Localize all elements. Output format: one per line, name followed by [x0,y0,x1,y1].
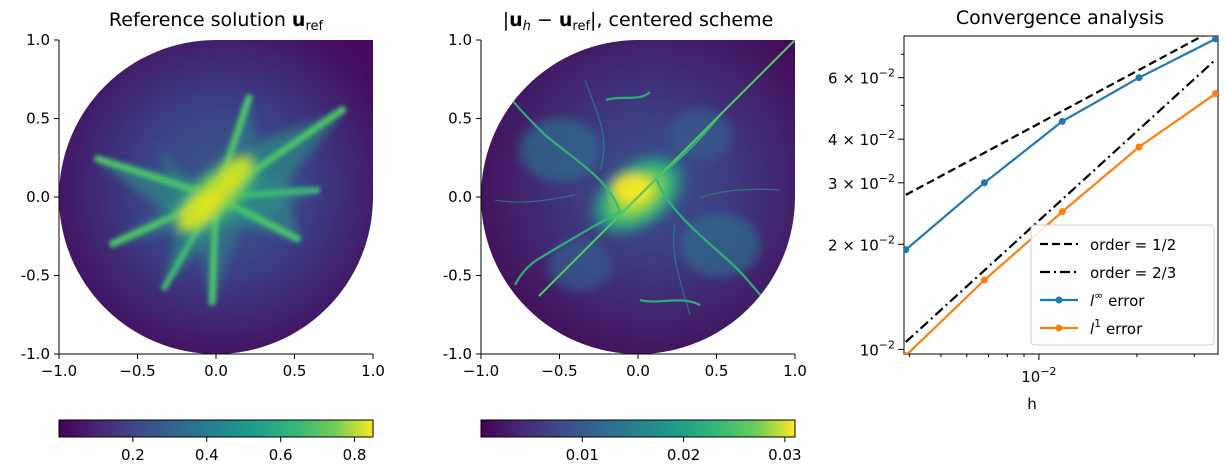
y-tick-label: 1.0 [448,31,472,49]
colorbar-panel1 [58,419,374,438]
colorbar-ticks-panel1: 0.2 0.4 0.6 0.8 [121,437,367,464]
chart-title-panel3: Convergence analysis [956,7,1164,29]
colorbar-tick-label: 0.6 [269,446,293,464]
y-tick-label: 2 × 10−2 [828,233,895,254]
x-tick-label: 10−2 [1021,365,1056,386]
series-point-2 [1212,36,1218,43]
y-tick-label: 3 × 10−2 [828,172,895,193]
x-tick-label: −1.0 [41,362,77,380]
y-tick-label: -0.5 [21,267,50,285]
heatmap-reference-solution [59,40,373,354]
chart-title-panel2: |uh − uref|, centered scheme [503,9,774,34]
series-line-0 [905,36,1205,196]
y-ticks-panel1: 1.0 0.5 0.0 -0.5 -1.0 [21,31,59,363]
legend-label: order = 1/2 [1090,236,1176,254]
series-line-1 [905,60,1215,343]
series-point-2 [904,246,910,254]
colorbar-tick-label: 0.4 [195,446,219,464]
legend-label: order = 2/3 [1090,264,1176,282]
heatmap-error-centered [481,40,795,354]
y-tick-label: 1.0 [26,31,50,49]
x-tick-label: 0.5 [283,362,307,380]
series-point-3 [1058,208,1066,216]
y-tick-label: 0.0 [448,188,472,206]
colorbar-ticks-panel2: 0.01 0.02 0.03 [566,437,802,464]
x-ticks-panel2: −1.0 −0.5 0.0 0.5 1.0 [463,354,807,380]
axis-ticks-panel3: 6 × 10−2 4 × 10−2 3 × 10−2 2 × 10−2 10−2 10−2 [828,53,1195,386]
panel-convergence: Convergence analysis 6 × 10−2 4 × 10−2 3 ×… [828,7,1219,413]
legend-marker [1055,324,1063,332]
x-tick-label: −0.5 [541,362,577,380]
x-tick-label: 0.0 [626,362,650,380]
series-point-3 [980,276,988,284]
legend-marker [1055,296,1063,304]
x-tick-label: 0.0 [204,362,228,380]
x-ticks-panel1: −1.0 −0.5 0.0 0.5 1.0 [41,354,385,380]
x-tick-label: −0.5 [119,362,155,380]
plot-area-panel3 [903,35,1219,355]
y-tick-label: 10−2 [860,338,895,359]
y-tick-label: -1.0 [443,345,472,363]
colorbar-tick-label: 0.2 [121,446,145,464]
colorbar-panel2 [480,419,796,438]
y-ticks-panel2: 1.0 0.5 0.0 -0.5 -1.0 [443,31,481,363]
panel-reference-solution: −1.0 −0.5 0.0 0.5 1.0 1.0 0.5 0.0 -0.5 -1.0 Refe… [21,9,385,464]
chart-title-panel1: Reference solution uref [109,9,324,34]
colorbar-tick-label: 0.8 [343,446,367,464]
x-tick-label: 1.0 [361,362,385,380]
y-tick-label: -1.0 [21,345,50,363]
legend-label: l∞ error [1090,289,1145,310]
x-axis-label: h [1027,395,1037,413]
series-point-3 [1212,90,1218,98]
y-tick-label: 0.5 [26,110,50,128]
colorbar-tick-label: 0.03 [768,446,801,464]
y-tick-label: -0.5 [443,267,472,285]
x-tick-label: −1.0 [463,362,499,380]
y-tick-label: 4 × 10−2 [828,128,895,149]
series-point-2 [1058,117,1066,125]
colorbar-tick-label: 0.01 [566,446,599,464]
x-tick-label: 1.0 [783,362,807,380]
series-line-2 [905,37,1217,251]
y-tick-label: 6 × 10−2 [828,67,895,88]
colorbar-tick-label: 0.02 [667,446,700,464]
series-point-2 [980,179,988,187]
series-lines [904,36,1218,354]
series-point-3 [1135,143,1143,151]
y-tick-label: 0.0 [26,188,50,206]
series-point-3 [904,352,909,354]
panel-error-centered: −1.0 −0.5 0.0 0.5 1.0 1.0 0.5 0.0 -0.5 -1.0 |uh … [443,9,807,464]
legend-label: l1 error [1090,317,1143,338]
y-tick-label: 0.5 [448,110,472,128]
x-tick-label: 0.5 [705,362,729,380]
series-point-2 [1135,74,1143,82]
legend: order = 1/2 order = 2/3 l∞ error l1 error [1030,224,1215,346]
